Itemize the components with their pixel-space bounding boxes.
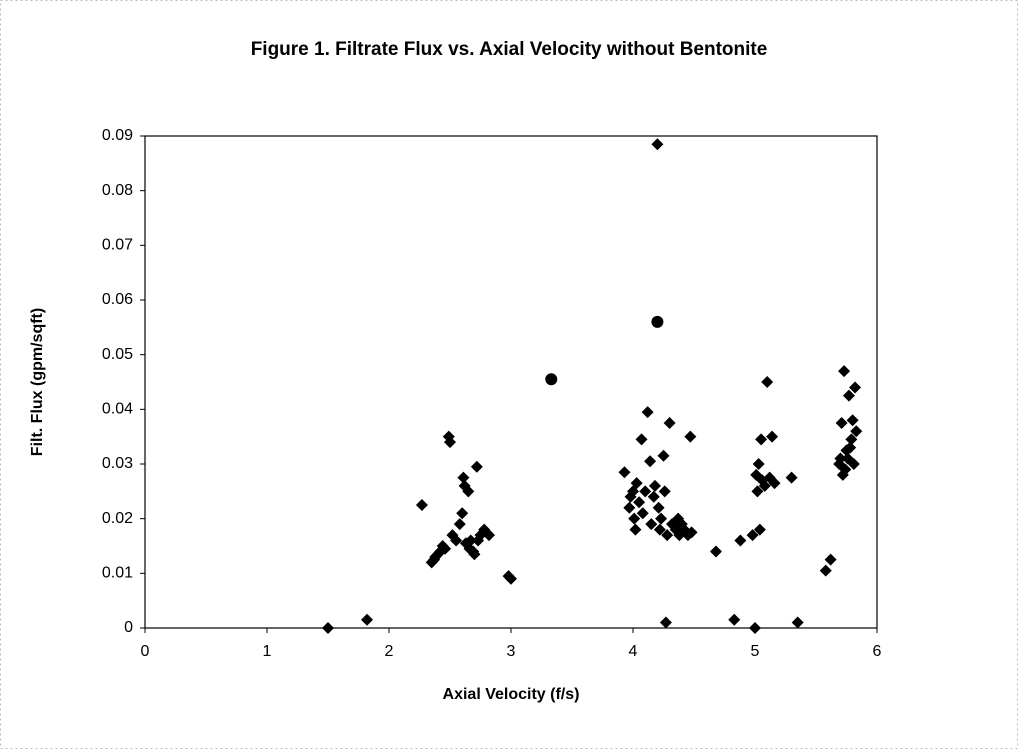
x-axis-label: Axial Velocity (f/s) [443, 686, 580, 703]
point [456, 507, 469, 520]
point [663, 417, 676, 429]
point [657, 449, 670, 462]
point [645, 518, 658, 531]
point [464, 534, 477, 547]
chart-title: Figure 1. Filtrate Flux vs. Axial Veloci… [251, 39, 768, 60]
y-tick-label: 0.06 [102, 291, 133, 308]
x-tick-label: 4 [629, 643, 638, 660]
point [658, 485, 671, 498]
point [322, 622, 334, 634]
point [819, 564, 832, 577]
y-tick-label: 0.07 [102, 237, 133, 254]
point [633, 496, 646, 509]
point [835, 417, 848, 429]
point [842, 389, 855, 402]
point [444, 436, 456, 449]
y-tick-label: 0.04 [102, 401, 133, 418]
point [746, 529, 759, 542]
point [361, 613, 374, 626]
point [648, 479, 661, 492]
x-tick-label: 3 [507, 643, 516, 660]
point [415, 499, 428, 511]
point [751, 485, 764, 498]
point [636, 507, 649, 520]
point [785, 471, 798, 484]
point [628, 512, 641, 525]
y-tick-label: 0.02 [102, 510, 133, 527]
point [834, 452, 847, 465]
point [439, 542, 452, 555]
point [468, 548, 481, 561]
point [629, 523, 642, 536]
x-tick-label: 2 [385, 643, 394, 660]
point [849, 381, 862, 394]
point [635, 433, 648, 446]
point [639, 485, 652, 498]
point [659, 616, 672, 629]
point [623, 501, 636, 514]
x-tick-label: 1 [263, 643, 272, 660]
point [846, 414, 859, 427]
y-tick-label: 0 [124, 619, 133, 636]
point [545, 373, 558, 386]
y-tick-label: 0.08 [102, 182, 133, 199]
y-tick-label: 0.03 [102, 455, 133, 472]
point [824, 553, 837, 566]
point [462, 485, 475, 498]
y-tick-label: 0.01 [102, 565, 133, 582]
y-tick-label: 0.09 [102, 127, 133, 144]
point [651, 138, 664, 151]
point [644, 455, 657, 468]
point [850, 425, 863, 438]
x-tick-label: 6 [873, 643, 882, 660]
point [453, 518, 466, 531]
point [709, 545, 722, 558]
point [618, 466, 631, 479]
point [684, 430, 697, 443]
point [450, 534, 463, 547]
point [755, 433, 768, 446]
point [845, 433, 858, 446]
y-tick-label: 0.05 [102, 346, 133, 363]
point [847, 458, 860, 470]
point [749, 622, 761, 634]
point [457, 471, 470, 484]
point [641, 406, 654, 419]
point [766, 430, 779, 443]
point [483, 529, 496, 542]
point [734, 534, 747, 547]
point [505, 572, 517, 585]
point [653, 523, 666, 536]
point [652, 501, 665, 514]
point [651, 315, 664, 328]
point [753, 523, 766, 536]
point [661, 529, 674, 542]
point [470, 460, 483, 473]
point [844, 441, 857, 454]
x-tick-label: 0 [141, 643, 150, 660]
x-tick-label: 5 [751, 643, 760, 660]
point [685, 526, 698, 539]
point [630, 477, 643, 490]
point [768, 477, 781, 490]
point [761, 376, 774, 388]
y-axis-label: Filt. Flux (gpm/sqft) [29, 308, 46, 456]
point [791, 616, 804, 629]
point [647, 490, 660, 503]
point [728, 613, 741, 626]
point [655, 512, 668, 525]
point [758, 479, 771, 492]
point [838, 365, 851, 378]
point [839, 463, 852, 476]
point [752, 458, 765, 470]
